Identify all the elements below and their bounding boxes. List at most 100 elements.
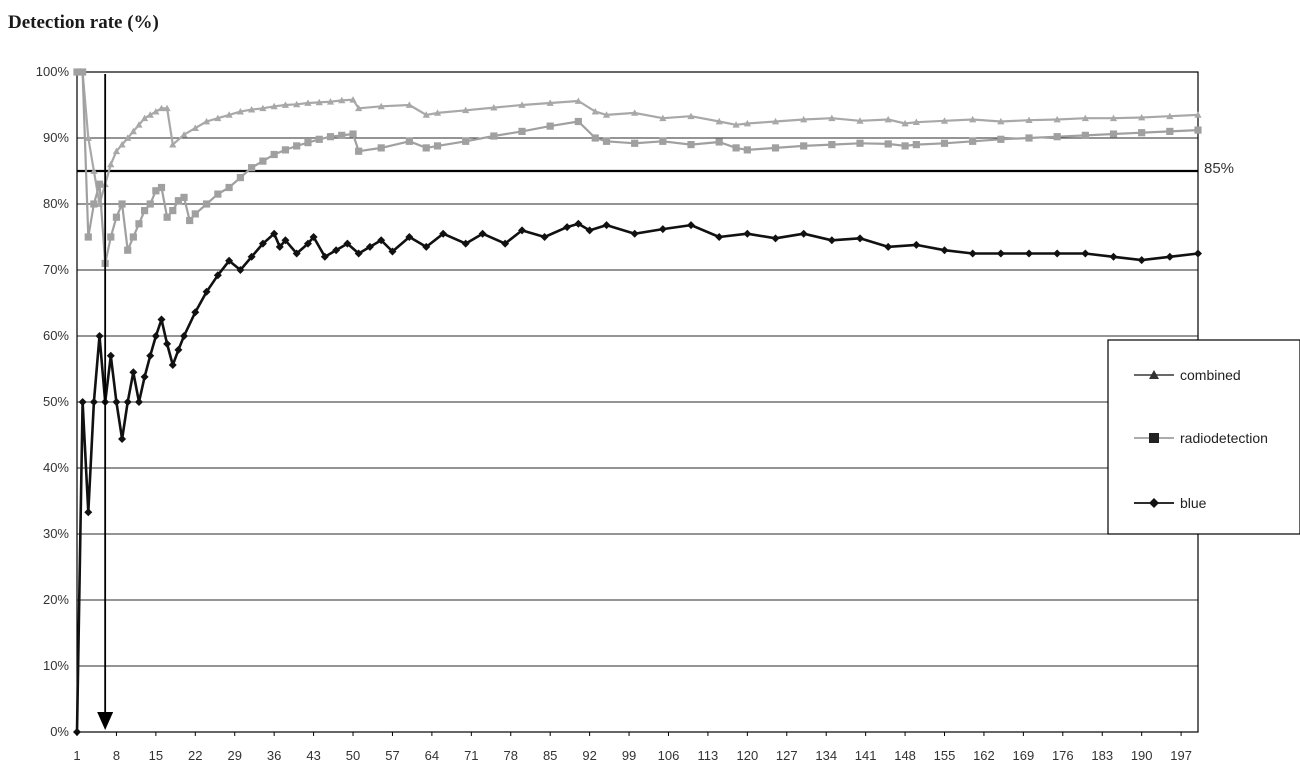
- x-tick-label: 78: [504, 748, 518, 763]
- data-point-blue: [309, 233, 318, 241]
- data-point-blue: [270, 229, 279, 238]
- data-point-blue: [134, 398, 143, 406]
- data-point-radiodetection: [315, 135, 323, 143]
- legend-box: [1107, 339, 1300, 535]
- data-point-radiodetection: [169, 207, 177, 215]
- data-point-radiodetection: [270, 150, 278, 159]
- data-point-combined: [270, 102, 278, 110]
- legend-label-combined: combined: [1180, 367, 1241, 383]
- data-point-blue: [343, 239, 352, 248]
- data-point-combined: [997, 117, 1005, 125]
- series-blue: [73, 219, 1202, 736]
- data-point-radiodetection: [225, 183, 233, 192]
- data-point-radiodetection: [912, 141, 920, 149]
- data-point-combined: [422, 111, 430, 118]
- x-tick-label: 71: [464, 748, 478, 763]
- data-point-blue: [174, 345, 183, 354]
- data-point-combined: [84, 134, 92, 141]
- data-point-radiodetection: [152, 187, 160, 195]
- data-point-radiodetection: [377, 144, 385, 152]
- data-point-combined: [118, 141, 126, 148]
- data-point-blue: [563, 223, 572, 232]
- data-point-combined: [140, 114, 149, 122]
- data-point-blue: [884, 242, 893, 251]
- data-point-combined: [377, 102, 385, 110]
- data-point-combined: [1025, 116, 1033, 124]
- data-point-combined: [574, 97, 582, 104]
- data-point-blue: [912, 240, 921, 249]
- data-point-combined: [169, 141, 177, 148]
- data-point-combined: [129, 127, 137, 135]
- data-point-blue: [140, 372, 149, 381]
- data-point-radiodetection: [118, 200, 126, 208]
- legend-label-radiodetection: radiodetection: [1180, 430, 1268, 446]
- data-point-combined: [338, 96, 346, 104]
- data-point-blue: [501, 239, 510, 248]
- data-point-blue: [1025, 249, 1034, 258]
- data-point-combined: [236, 108, 244, 115]
- data-point-blue: [168, 361, 177, 370]
- data-point-radiodetection: [84, 233, 92, 241]
- x-tick-label: 190: [1131, 748, 1153, 763]
- data-point-combined: [124, 134, 132, 141]
- data-point-combined: [969, 115, 977, 123]
- data-point-radiodetection: [659, 137, 667, 145]
- data-point-combined: [157, 104, 166, 112]
- y-tick-label: 20%: [43, 592, 69, 607]
- data-point-radiodetection: [884, 140, 892, 148]
- data-point-radiodetection: [602, 137, 611, 145]
- data-point-radiodetection: [518, 127, 526, 135]
- data-point-blue: [461, 239, 470, 248]
- x-tick-label: 8: [113, 748, 120, 763]
- series-layer: [73, 68, 1202, 736]
- data-point-radiodetection: [591, 134, 599, 142]
- data-point-combined: [940, 117, 949, 124]
- data-point-radiodetection: [95, 180, 104, 188]
- data-point-blue: [687, 221, 696, 230]
- data-point-blue: [106, 351, 115, 360]
- x-tick-label: 148: [894, 748, 916, 763]
- y-tick-label: 40%: [43, 460, 69, 475]
- data-point-radiodetection: [281, 146, 290, 154]
- data-point-blue: [146, 351, 155, 360]
- data-point-radiodetection: [293, 142, 301, 150]
- data-point-radiodetection: [574, 117, 582, 126]
- data-point-combined: [304, 99, 312, 106]
- data-point-combined: [135, 121, 143, 128]
- data-point-radiodetection: [743, 146, 751, 154]
- data-point-combined: [1081, 114, 1089, 122]
- data-point-combined: [214, 114, 222, 122]
- data-point-blue: [151, 332, 160, 340]
- y-tick-label: 50%: [43, 394, 69, 409]
- series-radiodetection: [73, 68, 1202, 267]
- x-axis-ticks: 1 8 15 22 29 36 43 50 57 64 71 78 85 92 99 106 113 120 127…: [73, 732, 1192, 763]
- data-point-blue: [258, 239, 267, 248]
- data-point-blue: [478, 229, 487, 238]
- data-point-radiodetection: [73, 68, 81, 76]
- data-point-blue: [574, 219, 583, 228]
- x-tick-label: 155: [934, 748, 956, 763]
- data-point-blue: [78, 398, 87, 406]
- x-tick-label: 29: [227, 748, 241, 763]
- data-point-radiodetection: [828, 141, 836, 149]
- legend: combined radiodetection blue: [1107, 339, 1300, 535]
- x-tick-label: 183: [1091, 748, 1113, 763]
- data-point-radiodetection: [1109, 130, 1118, 138]
- data-point-blue: [354, 249, 363, 258]
- data-point-combined: [462, 106, 470, 114]
- data-point-radiodetection: [112, 213, 121, 221]
- x-tick-label: 22: [188, 748, 202, 763]
- x-tick-label: 15: [149, 748, 163, 763]
- data-point-radiodetection: [163, 213, 171, 221]
- data-point-combined: [1194, 111, 1202, 118]
- x-tick-label: 162: [973, 748, 995, 763]
- data-point-blue: [771, 234, 780, 243]
- data-point-combined: [191, 124, 199, 131]
- y-tick-label: 60%: [43, 328, 69, 343]
- data-point-combined: [405, 101, 413, 108]
- data-point-blue: [118, 434, 127, 443]
- data-point-combined: [180, 131, 188, 138]
- data-point-blue: [157, 315, 166, 324]
- legend-swatch-marker: [1149, 498, 1159, 508]
